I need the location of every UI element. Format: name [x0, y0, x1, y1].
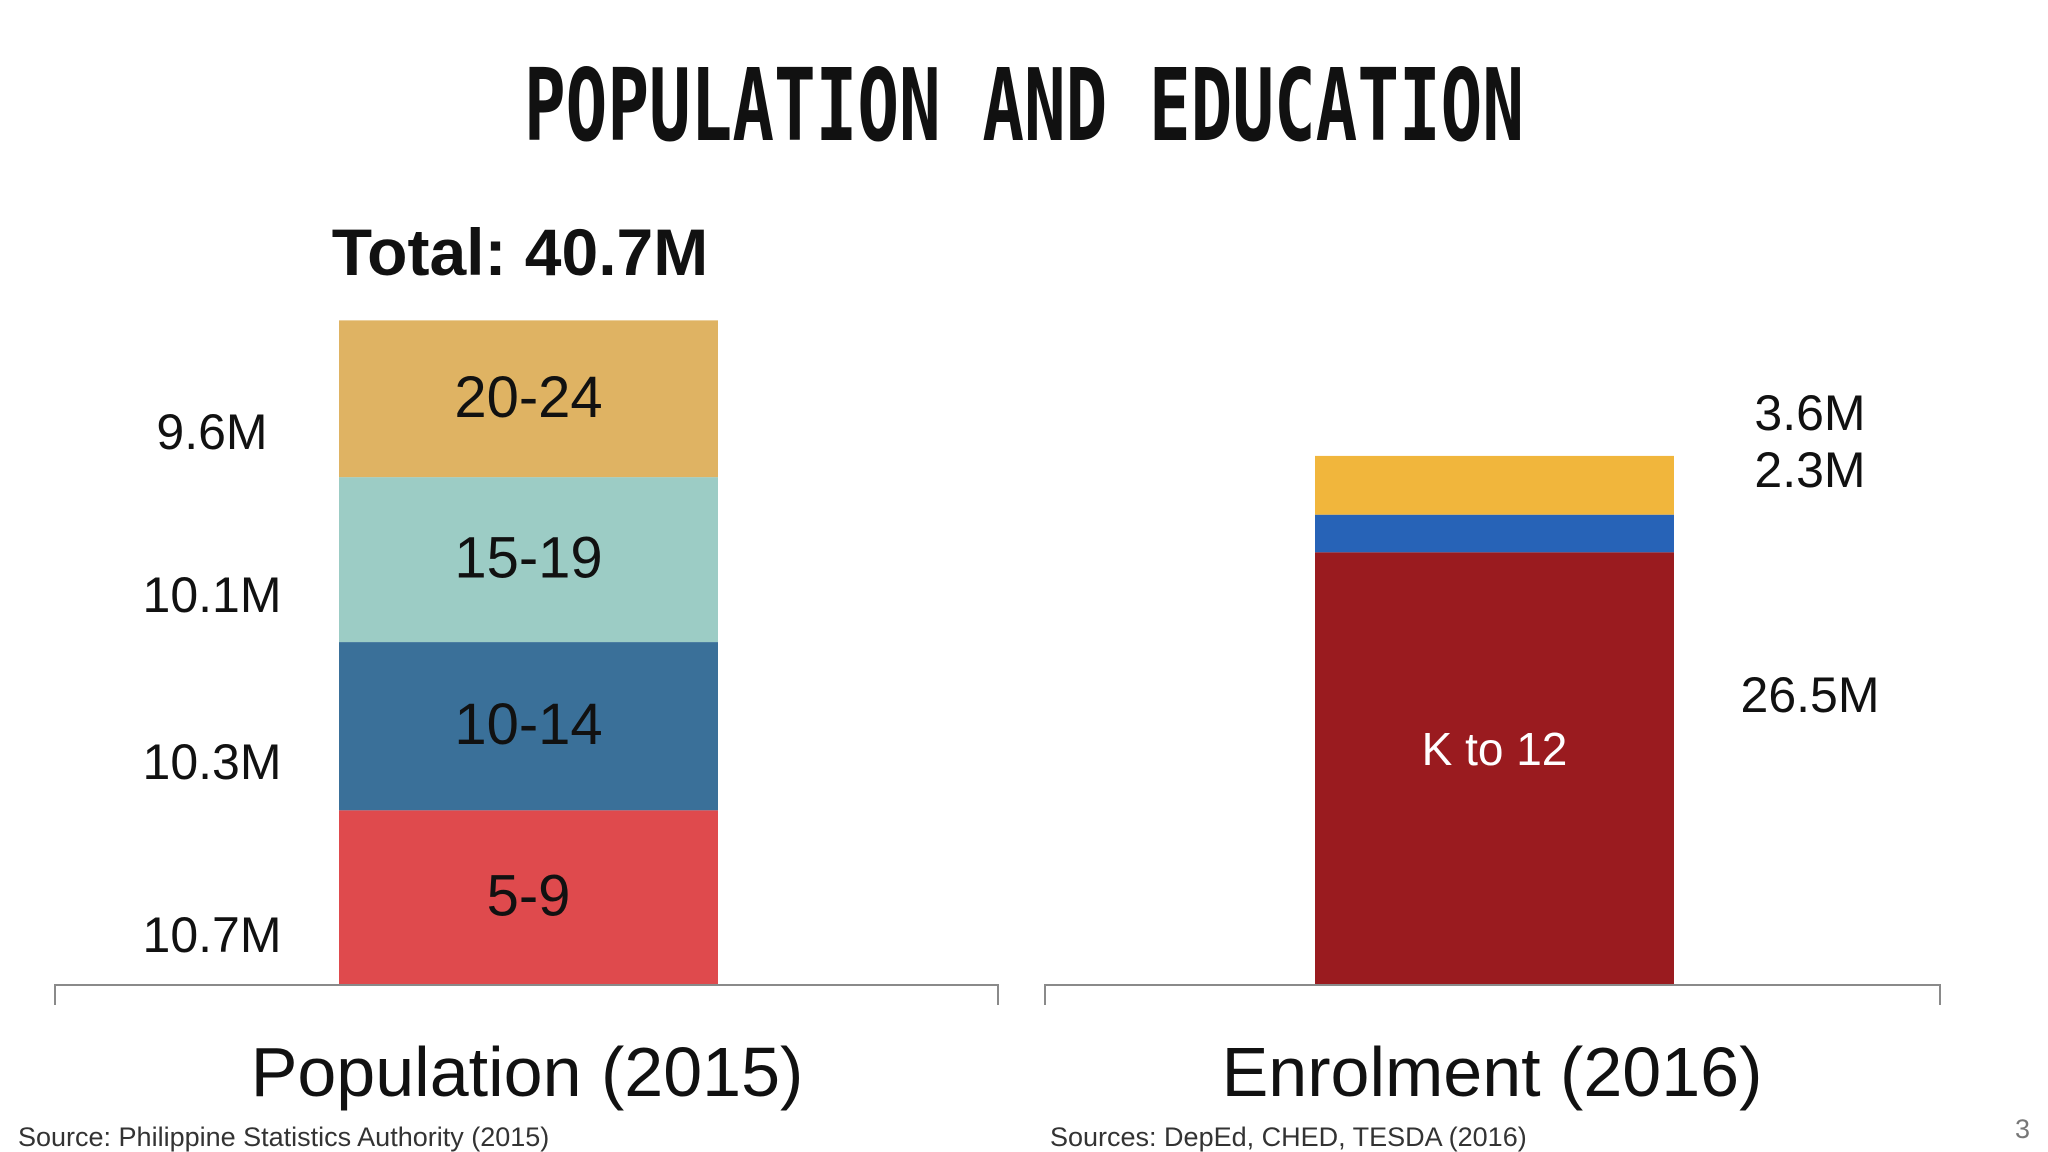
population-axis-bracket [54, 984, 999, 1005]
population-segment-20-24 [339, 320, 718, 478]
population-value-label: 10.7M [143, 907, 282, 963]
enrolment-value-label: 26.5M [1741, 667, 1880, 723]
population-segment-5-9 [339, 810, 718, 985]
population-segment-10-14 [339, 642, 718, 811]
population-value-label: 10.3M [143, 734, 282, 790]
enrolment-segment-name: K to 12 [1422, 723, 1568, 775]
enrolment-segment-k-to-12 [1315, 552, 1674, 985]
slide-title: POPULATION AND EDUCATION [524, 47, 1524, 164]
population-segment-name: 15-19 [454, 526, 602, 591]
page-number: 3 [2015, 1114, 2030, 1144]
enrolment-value-label: 2.3M [1754, 442, 1865, 498]
population-segment-name: 10-14 [454, 692, 602, 757]
enrolment-segment-2 [1315, 455, 1674, 515]
population-source: Source: Philippine Statistics Authority … [18, 1122, 549, 1152]
population-value-label: 9.6M [156, 404, 267, 460]
enrolment-axis-bracket [1044, 984, 1941, 1005]
enrolment-chart: K to 12 26.5M 2.3M3.6M Enrolment (2016) So… [1044, 385, 1941, 1152]
enrolment-source: Sources: DepEd, CHED, TESDA (2016) [1050, 1122, 1527, 1152]
population-chart: Total: 40.7M 5-9 10.7M 10-14 10.3M 15-19 10.1… [18, 215, 999, 1152]
population-segment-15-19 [339, 477, 718, 643]
population-value-label: 10.1M [143, 567, 282, 623]
population-segment-name: 20-24 [454, 365, 602, 430]
enrolment-chart-title: Enrolment (2016) [1222, 1033, 1763, 1111]
population-chart-title: Population (2015) [251, 1033, 804, 1111]
population-total-label: Total: 40.7M [332, 215, 709, 289]
enrolment-segment-1 [1315, 514, 1674, 553]
enrolment-value-label: 3.6M [1754, 385, 1865, 441]
population-segment-name: 5-9 [487, 864, 571, 929]
